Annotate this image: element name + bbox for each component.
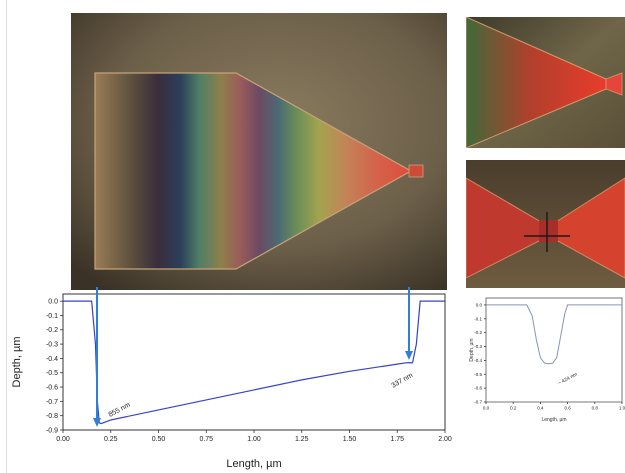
y-tick-label: -0.8	[46, 413, 58, 420]
x-tick-label: 0.6	[564, 406, 571, 411]
y-tick-label: -0.3	[474, 344, 482, 349]
x-tick-label: 1.25	[295, 436, 309, 443]
y-tick-label: -0.2	[46, 327, 58, 334]
y-tick-label: 0.0	[48, 299, 58, 306]
x-tick-label: 1.75	[390, 436, 404, 443]
y-tick-label: -0.7	[46, 399, 58, 406]
x-tick-label: 0.00	[56, 436, 70, 443]
tip-end	[605, 72, 623, 96]
right-arrow-head	[405, 351, 413, 360]
y-tick-label: -0.6	[474, 386, 482, 391]
x-tick-label: 0.4	[537, 406, 544, 411]
constriction-micrograph	[466, 160, 625, 288]
y-tick-label: -0.4	[474, 358, 482, 363]
x-tick-label: 1.00	[247, 436, 261, 443]
y-tick-label: -0.2	[474, 330, 482, 335]
y-tick-label: -0.6	[46, 385, 58, 392]
x-tick-label: 2.00	[438, 436, 452, 443]
y-tick-label: -0.9	[46, 427, 58, 434]
y-tick-label: -0.1	[46, 313, 58, 320]
channel-tip	[408, 164, 424, 178]
x-axis-label: Length, µm	[226, 458, 281, 470]
channel-shape	[94, 72, 413, 270]
small-x-axis-label: Length, µm	[541, 417, 566, 423]
y-tick-label: 0.0	[476, 303, 483, 308]
left-arrow-head	[93, 418, 101, 427]
page-edge-line	[6, 0, 7, 473]
tip-micrograph	[466, 17, 625, 148]
small-y-axis-label: Depth, µm	[469, 338, 475, 361]
y-tick-label: -0.5	[46, 370, 58, 377]
x-tick-label: 0.0	[483, 406, 490, 411]
x-tick-label: 0.2	[510, 406, 517, 411]
small-depth-profile-line	[486, 304, 622, 365]
y-tick-label: -0.5	[474, 372, 482, 377]
bowtie-neck	[539, 220, 558, 242]
x-tick-label: 0.8	[592, 406, 599, 411]
x-tick-label: 0.50	[152, 436, 166, 443]
y-tick-label: -0.1	[474, 316, 482, 321]
plot-frame	[62, 293, 446, 431]
x-tick-label: 0.75	[199, 436, 213, 443]
x-tick-label: 0.25	[104, 436, 118, 443]
y-axis-label: Depth, µm	[11, 337, 23, 388]
main-micrograph	[71, 13, 447, 290]
y-tick-label: -0.3	[46, 342, 58, 349]
main-depth-profile-chart: 0.00 0.25 0.50 0.75 1.00 1.25 1.50 1.75 2.00 0.0…	[11, 287, 452, 470]
small-depth-profile-chart: 0.0 0.2 0.4 0.6 0.8 1.0 0.0 -0.1 -0.2 -0.3 -0.4 -0…	[469, 297, 625, 423]
small-plot-frame	[485, 297, 623, 403]
x-tick-label: 1.50	[343, 436, 357, 443]
y-tick-label: -0.7	[474, 400, 482, 405]
x-tick-label: 1.0	[619, 406, 625, 411]
y-tick-label: -0.4	[46, 356, 58, 363]
